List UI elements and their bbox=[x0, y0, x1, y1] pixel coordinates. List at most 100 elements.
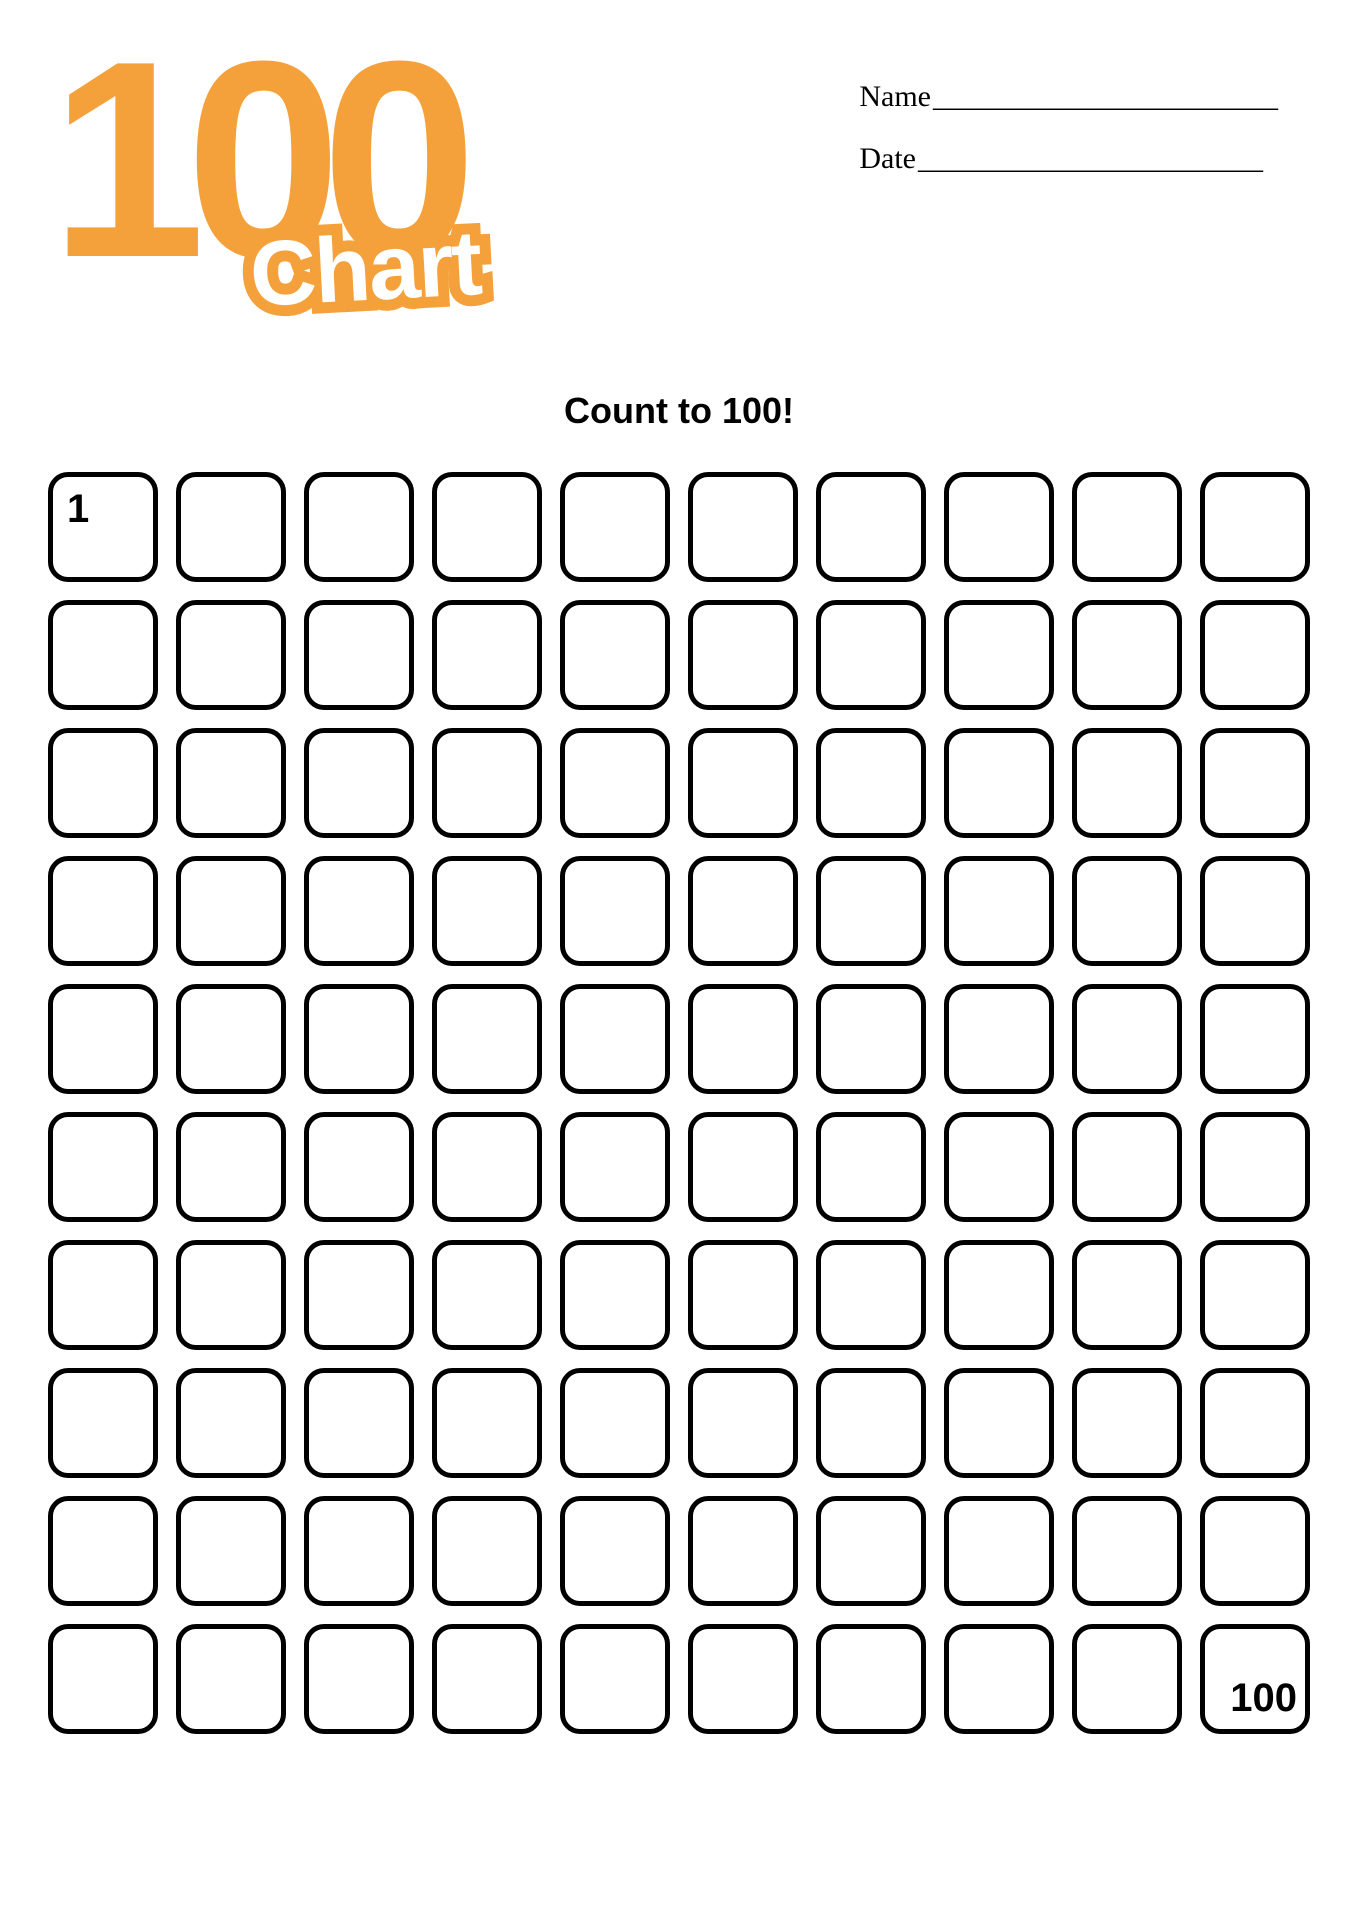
grid-cell[interactable] bbox=[304, 1368, 414, 1478]
grid-cell[interactable] bbox=[1072, 1112, 1182, 1222]
grid-cell[interactable] bbox=[1072, 1624, 1182, 1734]
grid-cell[interactable] bbox=[1200, 856, 1310, 966]
grid-cell[interactable] bbox=[688, 472, 798, 582]
grid-cell[interactable] bbox=[816, 1240, 926, 1350]
grid-cell[interactable] bbox=[688, 1112, 798, 1222]
grid-cell[interactable] bbox=[432, 1240, 542, 1350]
grid-cell[interactable] bbox=[1200, 1240, 1310, 1350]
grid-cell[interactable] bbox=[688, 600, 798, 710]
grid-cell[interactable] bbox=[1200, 1112, 1310, 1222]
grid-cell[interactable] bbox=[1200, 1368, 1310, 1478]
grid-cell[interactable] bbox=[560, 728, 670, 838]
grid-cell[interactable] bbox=[176, 1624, 286, 1734]
grid-cell[interactable] bbox=[176, 984, 286, 1094]
grid-cell[interactable] bbox=[560, 472, 670, 582]
grid-cell[interactable] bbox=[560, 1624, 670, 1734]
grid-cell[interactable] bbox=[1200, 600, 1310, 710]
grid-cell[interactable] bbox=[560, 984, 670, 1094]
grid-cell[interactable] bbox=[304, 1624, 414, 1734]
grid-cell[interactable] bbox=[48, 1240, 158, 1350]
grid-cell[interactable] bbox=[944, 984, 1054, 1094]
grid-cell[interactable] bbox=[816, 600, 926, 710]
grid-cell[interactable] bbox=[48, 1368, 158, 1478]
grid-cell[interactable] bbox=[304, 1240, 414, 1350]
grid-cell[interactable] bbox=[944, 1496, 1054, 1606]
grid-cell[interactable] bbox=[816, 1624, 926, 1734]
grid-cell[interactable] bbox=[48, 984, 158, 1094]
grid-cell[interactable] bbox=[304, 1496, 414, 1606]
grid-cell[interactable] bbox=[944, 1624, 1054, 1734]
grid-cell[interactable] bbox=[816, 984, 926, 1094]
grid-cell[interactable] bbox=[944, 472, 1054, 582]
grid-cell[interactable] bbox=[944, 1240, 1054, 1350]
grid-cell[interactable] bbox=[432, 856, 542, 966]
grid-cell[interactable] bbox=[432, 984, 542, 1094]
grid-cell[interactable] bbox=[1072, 728, 1182, 838]
grid-cell[interactable] bbox=[48, 600, 158, 710]
grid-cell[interactable] bbox=[1072, 856, 1182, 966]
grid-cell[interactable] bbox=[688, 856, 798, 966]
grid-cell[interactable] bbox=[816, 472, 926, 582]
grid-cell[interactable] bbox=[304, 728, 414, 838]
grid-cell[interactable] bbox=[944, 600, 1054, 710]
grid-cell[interactable] bbox=[48, 856, 158, 966]
grid-cell[interactable] bbox=[944, 728, 1054, 838]
grid-cell[interactable] bbox=[1200, 984, 1310, 1094]
date-field[interactable]: Date _______________________ bbox=[859, 142, 1278, 176]
grid-cell[interactable] bbox=[304, 984, 414, 1094]
grid-cell[interactable] bbox=[816, 1496, 926, 1606]
grid-cell[interactable] bbox=[176, 1112, 286, 1222]
grid-cell[interactable] bbox=[1072, 1240, 1182, 1350]
grid-cell[interactable] bbox=[816, 856, 926, 966]
grid-cell[interactable] bbox=[944, 856, 1054, 966]
grid-cell[interactable] bbox=[560, 1496, 670, 1606]
grid-cell[interactable] bbox=[432, 1112, 542, 1222]
grid-cell[interactable] bbox=[304, 1112, 414, 1222]
grid-cell[interactable] bbox=[176, 856, 286, 966]
grid-cell[interactable] bbox=[688, 1368, 798, 1478]
date-blank[interactable]: _______________________ bbox=[918, 142, 1263, 176]
grid-cell[interactable] bbox=[1200, 1496, 1310, 1606]
grid-cell[interactable] bbox=[176, 728, 286, 838]
grid-cell[interactable] bbox=[432, 600, 542, 710]
grid-cell[interactable] bbox=[688, 984, 798, 1094]
grid-cell[interactable] bbox=[560, 856, 670, 966]
grid-cell[interactable] bbox=[688, 1240, 798, 1350]
grid-cell[interactable] bbox=[48, 1496, 158, 1606]
grid-cell[interactable] bbox=[560, 1368, 670, 1478]
grid-cell[interactable] bbox=[176, 1496, 286, 1606]
grid-cell[interactable] bbox=[304, 472, 414, 582]
grid-cell[interactable] bbox=[304, 856, 414, 966]
name-blank[interactable]: _______________________ bbox=[933, 80, 1278, 114]
grid-cell[interactable] bbox=[1072, 600, 1182, 710]
grid-cell[interactable] bbox=[176, 1368, 286, 1478]
name-field[interactable]: Name _______________________ bbox=[859, 80, 1278, 114]
grid-cell[interactable] bbox=[1072, 472, 1182, 582]
grid-cell-first[interactable]: 1 bbox=[48, 472, 158, 582]
grid-cell[interactable] bbox=[176, 472, 286, 582]
grid-cell[interactable] bbox=[944, 1112, 1054, 1222]
grid-cell[interactable] bbox=[816, 1368, 926, 1478]
grid-cell[interactable] bbox=[816, 1112, 926, 1222]
grid-cell[interactable] bbox=[560, 1112, 670, 1222]
grid-cell[interactable] bbox=[816, 728, 926, 838]
grid-cell[interactable] bbox=[48, 728, 158, 838]
grid-cell[interactable] bbox=[304, 600, 414, 710]
grid-cell[interactable] bbox=[688, 1496, 798, 1606]
grid-cell[interactable] bbox=[1072, 1368, 1182, 1478]
grid-cell[interactable] bbox=[1072, 984, 1182, 1094]
grid-cell[interactable] bbox=[432, 472, 542, 582]
grid-cell-last[interactable]: 100 bbox=[1200, 1624, 1310, 1734]
grid-cell[interactable] bbox=[688, 1624, 798, 1734]
grid-cell[interactable] bbox=[48, 1624, 158, 1734]
grid-cell[interactable] bbox=[48, 1112, 158, 1222]
grid-cell[interactable] bbox=[560, 600, 670, 710]
grid-cell[interactable] bbox=[1072, 1496, 1182, 1606]
grid-cell[interactable] bbox=[432, 1368, 542, 1478]
grid-cell[interactable] bbox=[176, 1240, 286, 1350]
grid-cell[interactable] bbox=[1200, 472, 1310, 582]
grid-cell[interactable] bbox=[432, 728, 542, 838]
grid-cell[interactable] bbox=[176, 600, 286, 710]
grid-cell[interactable] bbox=[432, 1496, 542, 1606]
grid-cell[interactable] bbox=[688, 728, 798, 838]
